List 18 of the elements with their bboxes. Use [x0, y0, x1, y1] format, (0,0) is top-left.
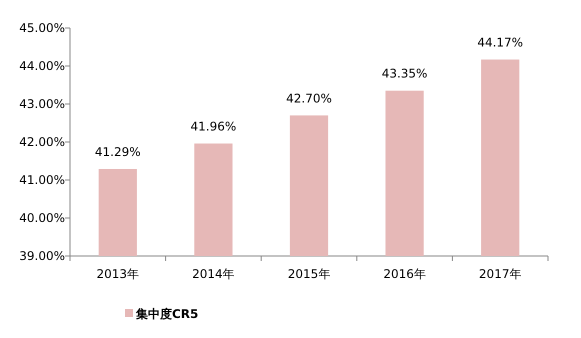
y-tick-label: 42.00%	[19, 135, 65, 149]
legend-label: 集中度CR5	[135, 307, 198, 321]
x-tick-label: 2013年	[96, 267, 140, 281]
data-label: 44.17%	[477, 36, 524, 50]
y-tick-label: 43.00%	[19, 97, 65, 111]
x-tick-label: 2017年	[478, 267, 522, 281]
y-tick-label: 41.00%	[19, 173, 65, 187]
x-tick-label: 2015年	[288, 267, 330, 281]
y-tick-label: 44.00%	[19, 59, 65, 73]
data-label: 43.35%	[382, 66, 428, 81]
data-label: 41.96%	[190, 120, 236, 134]
data-label: 41.29%	[94, 144, 141, 159]
y-tick-label: 39.00%	[19, 249, 65, 263]
y-tick-label: 45.00%	[19, 21, 65, 35]
x-tick-label: 2014年	[192, 267, 235, 281]
x-tick-label: 2016年	[383, 267, 426, 281]
y-tick-label: 40.00%	[19, 211, 65, 225]
data-label: 42.70%	[286, 91, 332, 106]
